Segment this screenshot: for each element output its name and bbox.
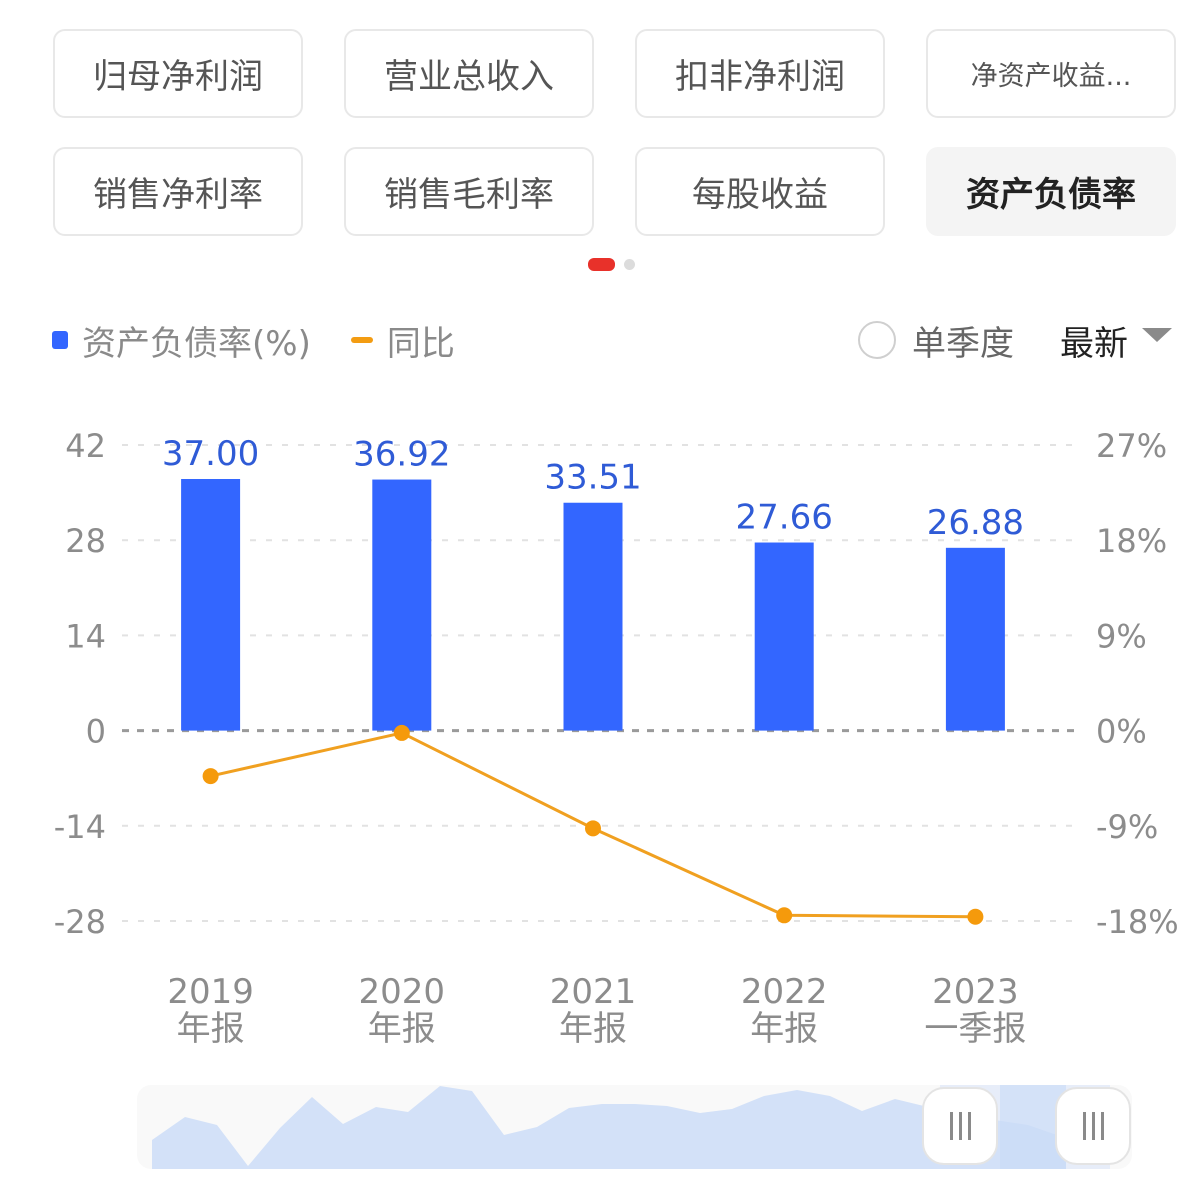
x-axis-year: 2023 (932, 972, 1019, 1012)
left-axis-tick: -14 (54, 808, 106, 846)
metric-button-gross-margin[interactable]: 销售毛利率 (344, 147, 594, 236)
line-swatch-icon (350, 337, 373, 343)
metric-button-net-margin[interactable]: 销售净利率 (53, 147, 303, 236)
x-axis-period: 年报 (368, 1009, 436, 1049)
page-dot[interactable] (624, 259, 635, 270)
metric-button-deducted-net-profit[interactable]: 扣非净利润 (635, 29, 885, 118)
chart-legend-row: 资产负债率(%) 同比 单季度 最新 (52, 312, 1172, 368)
x-axis-period: 年报 (750, 1009, 818, 1049)
left-axis-tick: -28 (54, 903, 106, 941)
left-axis-tick: 0 (86, 713, 106, 751)
range-handle-left[interactable] (922, 1087, 998, 1165)
x-axis-year: 2019 (167, 972, 254, 1012)
right-axis-tick: -18% (1096, 903, 1179, 941)
left-axis-tick: 14 (65, 617, 106, 655)
right-axis-tick: 0% (1096, 713, 1147, 751)
metric-button-roe[interactable]: 净资产收益... (926, 29, 1176, 118)
x-axis-year: 2021 (550, 972, 637, 1012)
metric-button-total-revenue[interactable]: 营业总收入 (344, 29, 594, 118)
caret-down-icon (1142, 328, 1172, 342)
x-axis-year: 2020 (359, 972, 446, 1012)
left-axis-tick: 42 (65, 427, 106, 465)
yoy-point-0[interactable] (202, 768, 219, 785)
grip-icon (1082, 1112, 1086, 1140)
yoy-point-3[interactable] (776, 907, 793, 924)
page-dot-active[interactable] (588, 258, 615, 271)
bar-3[interactable] (754, 542, 814, 731)
period-dropdown-label: 最新 (1060, 323, 1128, 364)
single-quarter-label[interactable]: 单季度 (912, 323, 1014, 364)
bar-value-label: 33.51 (544, 458, 641, 498)
grip-icon (1091, 1112, 1095, 1140)
period-dropdown[interactable]: 最新 (1060, 316, 1172, 365)
bar-value-label: 37.00 (162, 434, 259, 474)
yoy-point-4[interactable] (967, 908, 984, 925)
yoy-point-2[interactable] (585, 820, 601, 837)
metric-selector: 归母净利润 营业总收入 扣非净利润 净资产收益... 销售净利率 销售毛利率 每… (53, 29, 1177, 236)
legend-item-debt-ratio[interactable]: 资产负债率(%) (52, 316, 311, 365)
yoy-point-1[interactable] (393, 724, 410, 741)
right-axis-tick: -9% (1096, 808, 1158, 846)
metric-button-debt-ratio[interactable]: 资产负债率 (926, 147, 1176, 236)
grip-icon (949, 1112, 953, 1140)
grip-icon (1100, 1112, 1104, 1140)
bar-0[interactable] (181, 479, 241, 731)
x-axis-period: 一季报 (924, 1009, 1026, 1049)
bar-4[interactable] (945, 547, 1005, 731)
x-axis-period: 年报 (559, 1009, 627, 1049)
chart-controls: 单季度 最新 (858, 316, 1172, 365)
right-axis-tick: 18% (1096, 522, 1167, 560)
x-axis-period: 年报 (177, 1009, 245, 1049)
legend-item-yoy[interactable]: 同比 (350, 316, 455, 365)
bar-1[interactable] (372, 479, 432, 731)
grip-icon (958, 1112, 962, 1140)
bar-2[interactable] (563, 502, 623, 731)
debt-ratio-chart: 42 28 14 0 -14 -28 27% 18% 9% 0% -9% -18% 37.00 36.92… (54, 427, 1179, 1049)
page-indicator (588, 258, 635, 271)
single-quarter-radio[interactable] (858, 321, 896, 359)
grip-icon (967, 1112, 971, 1140)
x-axis-year: 2022 (741, 972, 828, 1012)
right-axis-tick: 9% (1096, 617, 1147, 655)
legend-label: 资产负债率(%) (82, 323, 311, 364)
right-axis-tick: 27% (1096, 427, 1167, 465)
metric-button-eps[interactable]: 每股收益 (635, 147, 885, 236)
legend-label: 同比 (386, 323, 455, 364)
left-axis-tick: 28 (65, 522, 106, 560)
bar-value-label: 26.88 (927, 503, 1024, 543)
range-handle-right[interactable] (1055, 1087, 1131, 1165)
bar-value-label: 36.92 (353, 435, 450, 475)
bar-swatch-icon (52, 331, 68, 349)
metric-button-net-profit-parent[interactable]: 归母净利润 (53, 29, 303, 118)
bar-value-label: 27.66 (736, 498, 833, 538)
